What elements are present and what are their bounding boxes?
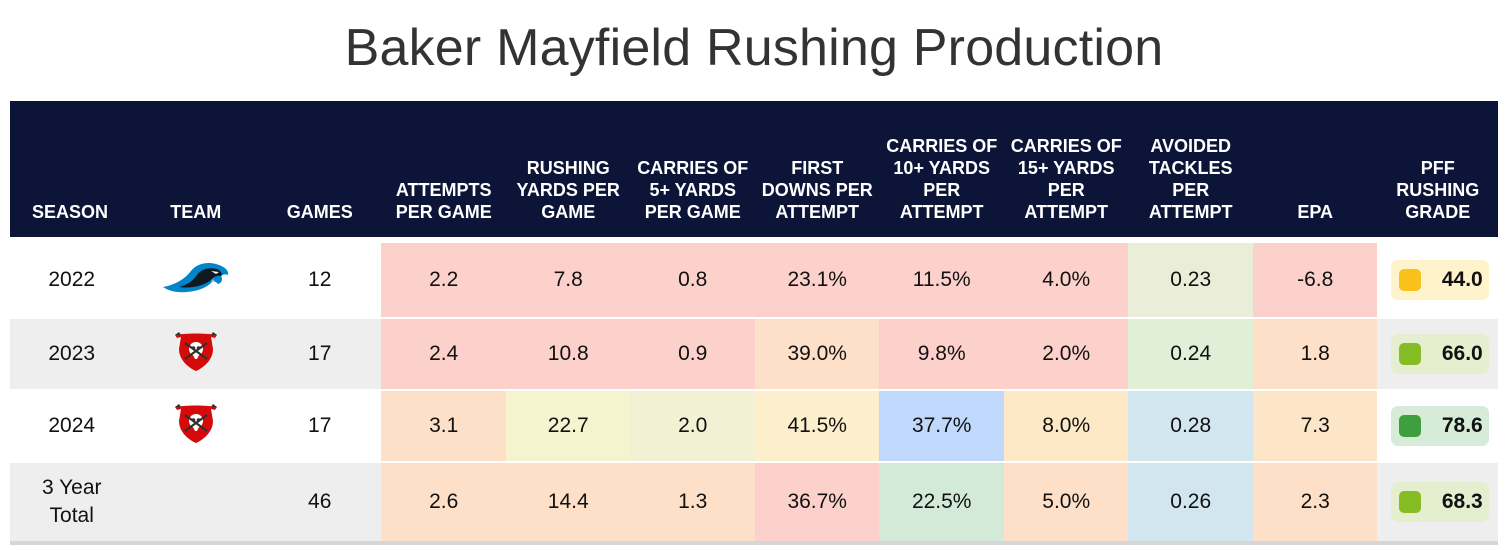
grade-value: 66.0 (1441, 342, 1483, 365)
attempts-per-game-cell: 2.6 (381, 462, 506, 545)
first-downs-per-attempt-cell: 36.7% (754, 462, 880, 545)
carries-5-plus-cell: 0.9 (630, 318, 755, 391)
carries-10-plus-cell: 9.8% (879, 318, 1004, 391)
grade-badge: 68.3 (1390, 482, 1489, 522)
grade-cell: 78.6 (1377, 390, 1498, 463)
attempts-per-game-cell: 2.4 (381, 318, 506, 391)
header-pff-rushing-grade: PFF RUSHING GRADE (1377, 101, 1498, 240)
first-downs-per-attempt-cell: 39.0% (754, 318, 880, 391)
avoided-tackles-cell: 0.23 (1128, 237, 1253, 319)
grade-indicator-icon (1398, 269, 1421, 291)
page-title: Baker Mayfield Rushing Production (344, 19, 1164, 77)
grade-value: 44.0 (1441, 268, 1483, 291)
grade-value: 78.6 (1441, 414, 1483, 437)
games-cell: 46 (257, 462, 382, 545)
games-cell: 17 (257, 318, 382, 391)
carries-15-plus-cell: 4.0% (1003, 237, 1129, 319)
rushing-yards-per-game-cell: 7.8 (505, 237, 631, 319)
avoided-tackles-cell: 0.26 (1128, 462, 1253, 545)
attempts-per-game-cell: 3.1 (381, 390, 506, 463)
rushing-yards-per-game-cell: 22.7 (505, 390, 631, 463)
first-downs-per-attempt-cell: 23.1% (754, 237, 880, 319)
carries-5-plus-cell: 1.3 (630, 462, 755, 545)
table-row: 2024 17 3.1 22.7 2.0 41.5% 37.7% 8.0% 0.28 7.3 78.… (10, 390, 1498, 463)
epa-cell: 7.3 (1252, 390, 1378, 463)
carries-10-plus-cell: 22.5% (879, 462, 1004, 545)
carries-5-plus-cell: 0.8 (630, 237, 755, 319)
carries-15-plus-cell: 2.0% (1003, 318, 1129, 391)
carries-5-plus-cell: 2.0 (630, 390, 755, 463)
header-row: SEASON TEAM GAMES ATTEMPTS PER GAME RUSH… (10, 101, 1498, 240)
season-cell: 2023 (48, 342, 96, 365)
header-season: SEASON (10, 101, 134, 240)
grade-indicator-icon (1398, 343, 1421, 365)
header-games: GAMES (257, 101, 382, 240)
header-avoided-tackles: AVOIDED TACKLES PER ATTEMPT (1128, 101, 1253, 240)
grade-badge: 78.6 (1390, 406, 1489, 446)
avoided-tackles-cell: 0.24 (1128, 318, 1253, 391)
carries-15-plus-cell: 8.0% (1003, 390, 1129, 463)
carries-10-plus-cell: 11.5% (879, 237, 1004, 319)
season-cell: 2022 (48, 268, 96, 291)
carries-10-plus-cell: 37.7% (879, 390, 1004, 463)
grade-cell: 66.0 (1377, 318, 1498, 391)
team-cell (133, 237, 258, 319)
first-downs-per-attempt-cell: 41.5% (754, 390, 880, 463)
grade-badge: 44.0 (1390, 260, 1489, 300)
tampa-bay-buccaneers-logo-icon (171, 401, 221, 451)
epa-cell: 1.8 (1252, 318, 1378, 391)
header-rushing-yards-per-game: RUSHING YARDS PER GAME (505, 101, 631, 240)
header-first-downs-per-attempt: FIRST DOWNS PER ATTEMPT (754, 101, 880, 240)
attempts-per-game-cell: 2.2 (381, 237, 506, 319)
header-team: TEAM (133, 101, 258, 240)
season-cell: 2024 (48, 414, 96, 437)
table-row: 3 Year Total 46 2.6 14.4 1.3 36.7% 22.5% 5.0% 0.… (10, 462, 1498, 545)
carolina-panthers-logo-icon (161, 257, 231, 303)
season-cell: 3 Year Total (41, 476, 102, 527)
games-cell: 17 (257, 390, 382, 463)
table-row: 2023 17 2.4 10.8 0.9 39.0% 9.8% 2.0% 0.24 1.8 66.0 (10, 318, 1498, 391)
header-carries-10-plus: CARRIES OF 10+ YARDS PER ATTEMPT (879, 101, 1004, 240)
grade-cell: 68.3 (1377, 462, 1498, 545)
tampa-bay-buccaneers-logo-icon (171, 329, 221, 379)
grade-indicator-icon (1398, 491, 1421, 513)
rushing-yards-per-game-cell: 10.8 (505, 318, 631, 391)
header-carries-5-plus: CARRIES OF 5+ YARDS PER GAME (630, 101, 755, 240)
grade-badge: 66.0 (1390, 334, 1489, 374)
grade-value: 68.3 (1441, 490, 1483, 513)
team-cell (133, 318, 258, 391)
carries-15-plus-cell: 5.0% (1003, 462, 1129, 545)
team-cell (133, 462, 258, 545)
team-cell (133, 390, 258, 463)
grade-indicator-icon (1398, 415, 1421, 437)
rushing-stats-table: SEASON TEAM GAMES ATTEMPTS PER GAME RUSH… (10, 101, 1498, 545)
avoided-tackles-cell: 0.28 (1128, 390, 1253, 463)
header-carries-15-plus: CARRIES OF 15+ YARDS PER ATTEMPT (1003, 101, 1129, 240)
games-cell: 12 (257, 237, 382, 319)
header-epa: EPA (1252, 101, 1378, 240)
table-row: 2022 12 2.2 7.8 0.8 23.1% 11.5% 4.0% 0.23 -6.8 44.… (10, 237, 1498, 319)
epa-cell: -6.8 (1252, 237, 1378, 319)
rushing-yards-per-game-cell: 14.4 (505, 462, 631, 545)
header-attempts-per-game: ATTEMPTS PER GAME (381, 101, 506, 240)
grade-cell: 44.0 (1377, 237, 1498, 319)
epa-cell: 2.3 (1252, 462, 1378, 545)
